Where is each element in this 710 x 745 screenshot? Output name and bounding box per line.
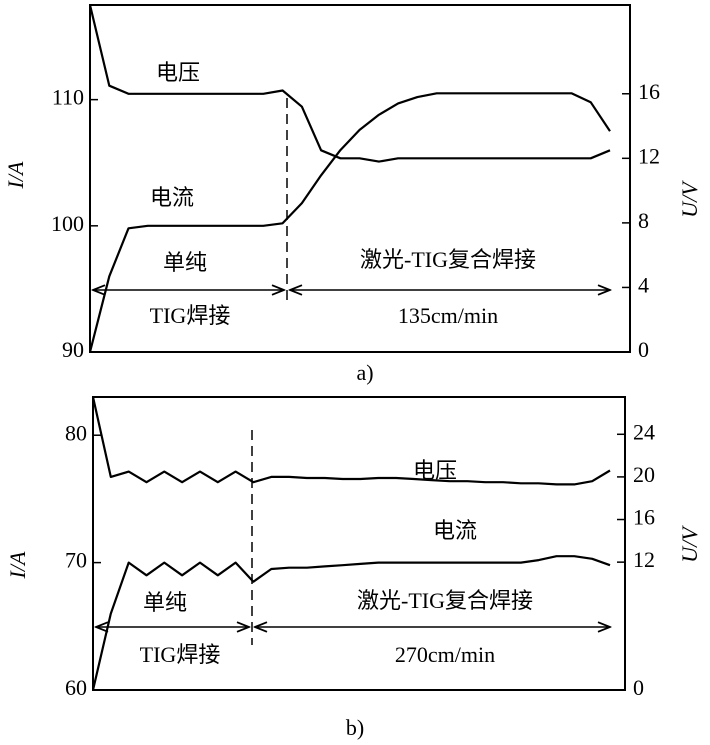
panel-label: b) (346, 715, 364, 740)
y2-axis-label: U/V (677, 525, 702, 563)
y-tick-label: 100 (51, 211, 84, 236)
series-line (91, 396, 611, 486)
y-tick-label: 70 (65, 548, 87, 573)
y2-tick-label: 8 (638, 208, 649, 233)
annotation: 单纯 (143, 590, 187, 615)
panel-label: a) (356, 360, 373, 385)
annotation: 单纯 (163, 250, 207, 275)
y-tick-label: 60 (65, 675, 87, 700)
annotation: TIG焊接 (140, 642, 221, 667)
series-line (88, 92, 611, 353)
y-tick-label: 80 (65, 420, 87, 445)
y-axis-label: I/A (3, 161, 28, 189)
y2-tick-label: 12 (633, 547, 655, 572)
y2-tick-label: 12 (638, 143, 660, 168)
series-label: 电流 (150, 185, 194, 210)
series-label: 电压 (156, 60, 200, 85)
y-tick-label: 90 (62, 337, 84, 362)
annotation: TIG焊接 (150, 303, 231, 328)
annotation: 270cm/min (395, 642, 495, 667)
series-label: 电流 (433, 518, 477, 543)
series-line (88, 4, 611, 163)
plot-frame (92, 396, 626, 691)
y2-tick-label: 16 (633, 505, 655, 530)
annotation: 135cm/min (398, 303, 498, 328)
annotation: 激光-TIG复合焊接 (360, 247, 536, 272)
y2-tick-label: 4 (638, 272, 649, 297)
y2-tick-label: 20 (633, 462, 655, 487)
y2-tick-label: 24 (633, 419, 655, 444)
plot-frame (89, 4, 631, 353)
y2-tick-label: 16 (638, 79, 660, 104)
y2-tick-label: 0 (638, 337, 649, 362)
y-tick-label: 110 (52, 85, 84, 110)
y-axis-label: I/A (5, 551, 30, 579)
y2-tick-label: 0 (633, 675, 644, 700)
y2-axis-label: U/V (677, 180, 702, 218)
series-line (91, 555, 611, 691)
annotation: 激光-TIG复合焊接 (357, 588, 533, 613)
